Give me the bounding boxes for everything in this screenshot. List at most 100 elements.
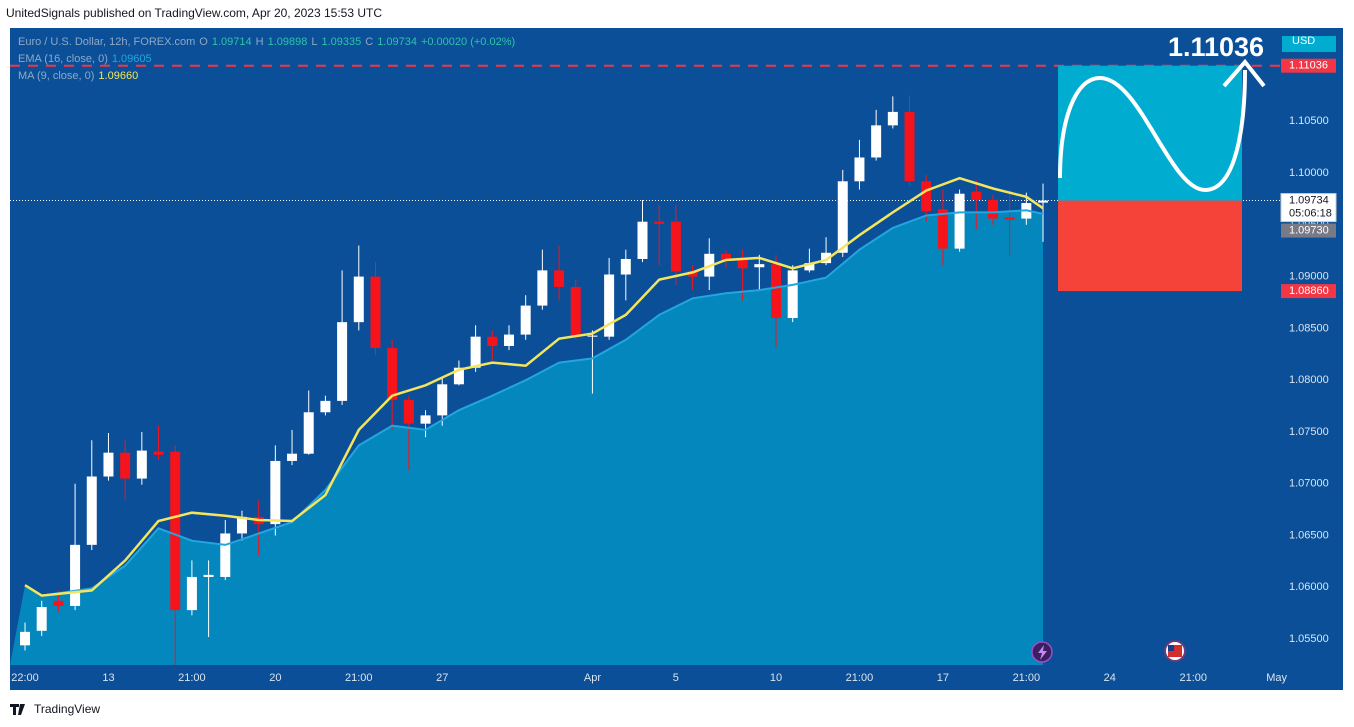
- candle-body: [921, 181, 932, 212]
- candle-body: [871, 125, 882, 158]
- y-tick-label: 1.10500: [1289, 115, 1329, 127]
- candle-body: [804, 263, 815, 271]
- y-tick-label: 1.09000: [1289, 270, 1329, 282]
- candle-body: [470, 336, 481, 368]
- candle-body: [604, 274, 615, 337]
- footer-logo: [10, 704, 25, 715]
- ohlc-label: H: [256, 36, 264, 48]
- ohlc-label: L: [311, 36, 317, 48]
- price-badge: 1.09734: [1289, 194, 1329, 206]
- y-tick-label: 1.08000: [1289, 374, 1329, 386]
- candle-body: [520, 305, 531, 335]
- candle-body: [720, 253, 731, 261]
- candle-body: [320, 400, 331, 413]
- ohlc-value: 1.09898: [268, 36, 308, 48]
- candle-body: [937, 209, 948, 249]
- candle-body: [554, 270, 565, 287]
- x-tick-label: 10: [770, 672, 782, 684]
- target-badge: 1.11036: [1289, 60, 1328, 72]
- candle-body: [654, 221, 665, 224]
- y-tick-label: 1.06500: [1289, 529, 1329, 541]
- legend-entry: MA (9, close, 0): [18, 70, 94, 82]
- candle-body: [70, 544, 81, 606]
- candle-body: [837, 181, 848, 253]
- candle-body: [503, 334, 514, 346]
- y-tick-label: 1.07000: [1289, 478, 1329, 490]
- candle-body: [854, 157, 865, 182]
- candle-body: [453, 367, 464, 385]
- candle-body: [754, 264, 765, 268]
- target-annotation: 1.11036: [1168, 32, 1264, 62]
- x-tick-label: 13: [102, 672, 114, 684]
- candle-body: [120, 452, 131, 479]
- projection-arrowhead: [1222, 58, 1266, 88]
- y-tick-label: 1.05500: [1289, 633, 1329, 645]
- candle-body: [270, 460, 281, 525]
- candle-body: [787, 270, 798, 319]
- candle-body: [20, 631, 31, 646]
- profit-zone: [1058, 65, 1242, 201]
- candle-body: [954, 193, 965, 249]
- candle-body: [53, 600, 64, 606]
- x-tick-label: 21:00: [178, 672, 206, 684]
- candle-body: [821, 252, 832, 264]
- x-tick-label: 24: [1104, 672, 1116, 684]
- x-tick-label: 21:00: [345, 672, 373, 684]
- y-tick-label: 1.10000: [1289, 167, 1329, 179]
- candle-body: [337, 322, 348, 401]
- change-value: +0.00020 (+0.02%): [421, 36, 515, 48]
- ohlc-value: 1.09734: [377, 36, 417, 48]
- legend-entry: EMA (16, close, 0): [18, 53, 108, 65]
- target-badge-bg: [1281, 58, 1336, 73]
- candle-body: [170, 451, 181, 611]
- publisher-line: UnitedSignals published on TradingView.c…: [6, 6, 382, 20]
- candle-body: [437, 384, 448, 416]
- ohlc-label: C: [365, 36, 373, 48]
- x-tick-label: May: [1266, 672, 1287, 684]
- currency-label: USD: [1292, 35, 1315, 47]
- y-tick-label: 1.06000: [1289, 581, 1329, 593]
- candle-body: [737, 260, 748, 269]
- stop-badge-bg: [1281, 284, 1336, 299]
- candle-body: [186, 576, 197, 611]
- x-tick-label: 27: [436, 672, 448, 684]
- x-tick-label: 17: [937, 672, 949, 684]
- legend-title: Euro / U.S. Dollar, 12h, FOREX.com: [18, 36, 195, 48]
- candle-body: [587, 335, 598, 337]
- candle-body: [771, 264, 782, 319]
- ema-line: [24, 209, 1044, 597]
- candle-body: [687, 271, 698, 277]
- flag-canton: [1168, 645, 1174, 651]
- candle-body: [136, 450, 147, 479]
- x-tick-label: 21:00: [1013, 672, 1041, 684]
- ohlc-value: 1.09335: [321, 36, 361, 48]
- projection-curve: [1058, 69, 1247, 193]
- candle-body: [220, 533, 231, 577]
- candle-body: [620, 258, 631, 275]
- ohlc-label: O: [199, 36, 208, 48]
- candle-body: [387, 348, 398, 400]
- legend-value: 1.09660: [98, 70, 138, 82]
- candle-body: [236, 516, 247, 534]
- candle-body: [303, 412, 314, 454]
- candle-body: [370, 276, 381, 349]
- y-tick-label: 1.07500: [1289, 426, 1329, 438]
- candle-body: [987, 199, 998, 219]
- candle-body: [637, 221, 648, 259]
- candle-body: [403, 399, 414, 424]
- candle-body: [887, 111, 898, 126]
- candle-body: [86, 476, 97, 545]
- x-tick-label: 5: [673, 672, 679, 684]
- footer-brand: TradingView: [34, 702, 100, 716]
- candle-body: [971, 191, 982, 200]
- ohlc-value: 1.09714: [212, 36, 252, 48]
- ma-line: [24, 176, 1044, 597]
- candle-body: [287, 453, 298, 461]
- logo-glyph: [10, 704, 25, 715]
- candle-body: [420, 415, 431, 424]
- entry-badge: 1.09730: [1289, 224, 1329, 236]
- candle-body: [570, 286, 581, 337]
- plot: 22:00 13 21:00 20 21:00 27 Apr 5 10 21:00 17 21:00 2…: [10, 35, 1337, 684]
- ema-area: [10, 210, 1043, 666]
